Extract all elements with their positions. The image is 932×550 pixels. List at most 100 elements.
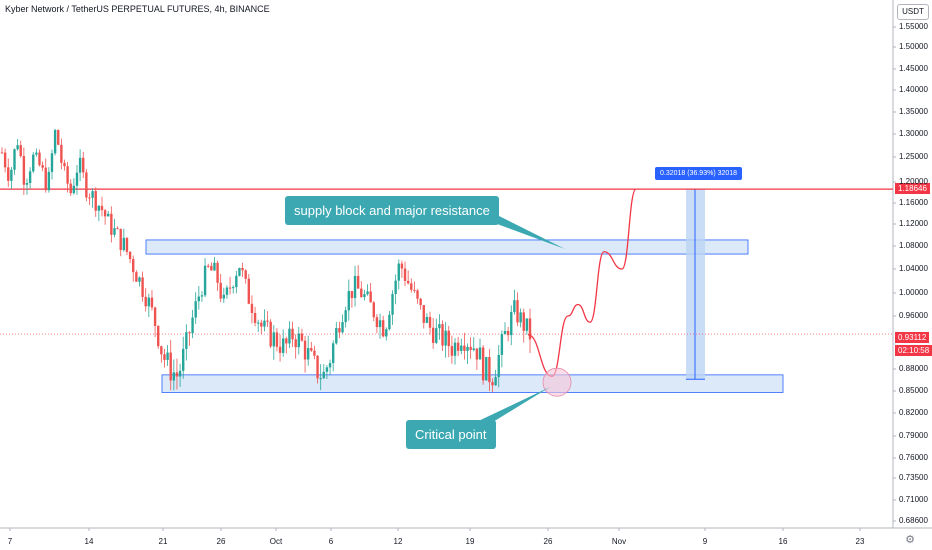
candle-body: [347, 291, 350, 311]
candle-body: [275, 332, 279, 347]
candle-body: [500, 334, 504, 355]
price-axis-tick: 0.79000: [899, 431, 928, 440]
candle-body: [472, 348, 475, 350]
candle-body: [160, 346, 163, 355]
candle-body: [350, 291, 354, 299]
candle-body: [335, 328, 338, 344]
candle-body: [497, 354, 500, 378]
candle-body: [519, 312, 522, 323]
candle-body: [360, 288, 363, 298]
candle-body: [150, 297, 154, 308]
candle-body: [316, 355, 319, 379]
candle-body: [75, 172, 79, 186]
candle-body: [0, 152, 4, 154]
candle-body: [13, 149, 16, 170]
price-axis-tick: 0.68600: [899, 516, 928, 525]
candle-body: [378, 320, 382, 328]
candle-body: [453, 342, 457, 356]
candle-body: [200, 295, 204, 297]
candle-body: [113, 228, 116, 235]
measure-label: 0.32018 (36.93%) 32018: [655, 167, 743, 180]
projection-path: [527, 188, 637, 377]
candle-body: [166, 352, 169, 360]
candle-body: [522, 312, 525, 331]
candle-body: [300, 333, 304, 341]
candle-body: [297, 333, 301, 348]
candle-body: [281, 338, 285, 353]
critical-label-pointer: [470, 387, 550, 425]
candle-body: [85, 172, 88, 198]
price-axis-tick: 1.12000: [899, 219, 928, 228]
candle-body: [319, 378, 322, 380]
candle-body: [82, 157, 85, 173]
critical-point-marker: [542, 367, 572, 397]
currency-selector[interactable]: USDT: [897, 4, 929, 20]
candle-body: [494, 377, 497, 386]
candle-body: [244, 270, 247, 279]
candle-body: [413, 289, 416, 291]
candle-body: [356, 275, 360, 289]
candle-body: [19, 145, 22, 157]
candle-body: [325, 367, 329, 372]
candle-body: [197, 296, 201, 302]
supply-resistance-label[interactable]: supply block and major resistance: [285, 196, 499, 225]
price-axis-tick: 0.73500: [899, 473, 928, 482]
time-axis-tick: 7: [7, 537, 13, 546]
candle-body: [225, 287, 229, 295]
candle-body: [97, 205, 101, 211]
gear-icon[interactable]: ⚙: [905, 534, 915, 546]
candle-body: [388, 314, 391, 330]
candle-body: [44, 167, 47, 191]
candle-body: [94, 191, 97, 211]
candle-body: [72, 185, 76, 194]
time-axis-tick: 26: [543, 537, 553, 546]
price-axis-tick: 0.82000: [899, 408, 928, 417]
candle-body: [25, 182, 29, 185]
critical-point-label[interactable]: Critical point: [406, 420, 496, 449]
candle-body: [88, 197, 91, 199]
candle-body: [157, 325, 160, 347]
candle-body: [485, 357, 488, 381]
candle-body: [447, 330, 450, 347]
candle-body: [60, 144, 63, 163]
resistance-price-tag: 1.18646: [895, 183, 930, 194]
candle-body: [57, 130, 60, 145]
candle-body: [478, 347, 482, 360]
candle-body: [182, 348, 185, 371]
candle-body: [475, 348, 479, 360]
price-axis-tick: 1.45000: [899, 64, 928, 73]
price-axis-tick: 0.88000: [899, 364, 928, 373]
candle-body: [47, 171, 51, 191]
candle-body: [135, 272, 138, 282]
candle-body: [216, 262, 219, 283]
candle-body: [278, 346, 282, 353]
candle-body: [460, 345, 463, 351]
time-axis-tick: 16: [778, 537, 788, 546]
time-axis-tick: 14: [84, 537, 94, 546]
candle-body: [147, 297, 151, 307]
candle-body: [385, 329, 388, 337]
chart-title: Kyber Network / TetherUS PERPETUAL FUTUR…: [5, 4, 270, 14]
time-axis-tick: Nov: [611, 537, 627, 546]
candle-body: [341, 322, 344, 333]
candle-body: [344, 310, 347, 323]
candle-body: [288, 328, 291, 344]
candle-body: [141, 277, 144, 297]
candle-body: [441, 324, 444, 346]
candle-body: [213, 262, 216, 271]
candle-body: [391, 293, 394, 315]
candle-body: [119, 228, 122, 251]
candle-body: [338, 328, 341, 333]
candle-body: [41, 165, 44, 168]
candle-body: [263, 320, 266, 327]
candle-body: [450, 346, 454, 356]
candle-body: [138, 277, 141, 282]
candle-body: [175, 372, 179, 377]
candle-body: [397, 263, 400, 281]
candle-body: [291, 328, 294, 340]
price-axis-tick: 1.55000: [899, 22, 928, 31]
candle-body: [222, 294, 226, 299]
candle-body: [422, 305, 425, 323]
candle-body: [381, 320, 385, 337]
